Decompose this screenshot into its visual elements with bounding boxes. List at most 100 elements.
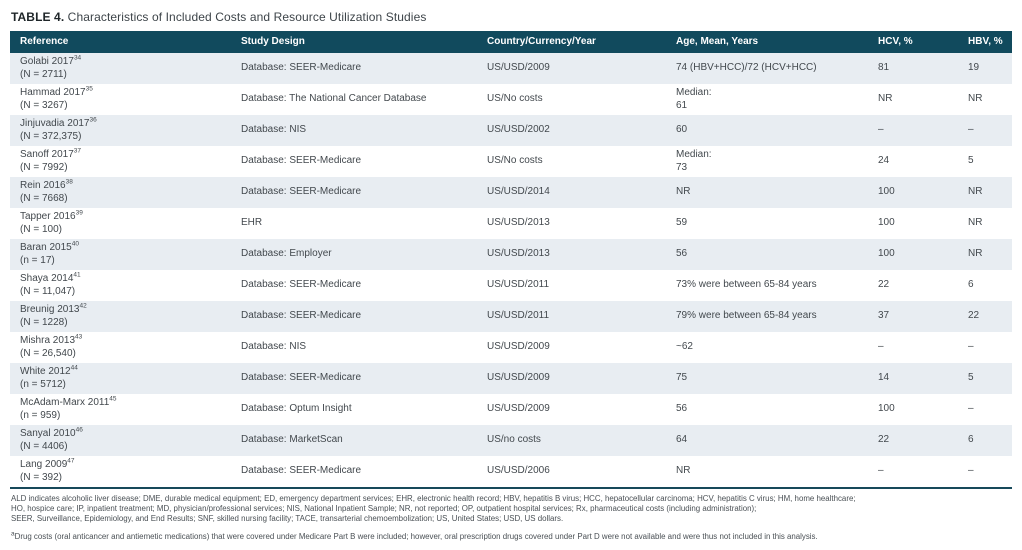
- reference-name: Rein 2016: [20, 180, 66, 191]
- reference-name-line: Breunig 201342: [20, 303, 225, 317]
- hcv-cell: 24: [868, 146, 958, 177]
- footnote-a-superscript: a: [11, 530, 15, 538]
- country-currency-year-cell: US/USD/2011: [477, 270, 666, 301]
- reference-name: Baran 2015: [20, 242, 72, 253]
- reference-sample-size: (n = 5712): [20, 378, 66, 390]
- reference-sample-size: (n = 959): [20, 409, 61, 421]
- reference-sample-size: (N = 7668): [20, 192, 68, 204]
- table-row: Mishra 201343 (N = 26,540) Database: NIS…: [10, 332, 1012, 363]
- hbv-cell: NR: [958, 208, 1012, 239]
- hcv-cell: 22: [868, 425, 958, 456]
- hbv-cell: 5: [958, 146, 1012, 177]
- column-header-reference: Reference: [10, 31, 231, 53]
- hbv-cell: 19: [958, 53, 1012, 84]
- reference-sample-size: (N = 100): [20, 223, 62, 235]
- age-cell: Median: 61: [666, 84, 868, 115]
- reference-name: Sanyal 2010: [20, 428, 76, 439]
- reference-cell: Shaya 201441 (N = 11,047): [10, 270, 231, 301]
- reference-citation-superscript: 37: [73, 147, 81, 155]
- table-row: Tapper 201639 (N = 100) EHR US/USD/2013 …: [10, 208, 1012, 239]
- age-cell: 64: [666, 425, 868, 456]
- reference-citation-superscript: 41: [73, 271, 81, 279]
- country-currency-year-cell: US/no costs: [477, 425, 666, 456]
- reference-name-line: McAdam-Marx 201145: [20, 395, 225, 410]
- study-design-cell: Database: Employer: [231, 239, 477, 270]
- column-header-country-currency-year: Country/Currency/Year: [477, 31, 666, 53]
- reference-cell: Golabi 201734 (N = 2711): [10, 53, 231, 84]
- hcv-cell: 22: [868, 270, 958, 301]
- reference-citation-superscript: 45: [109, 395, 117, 403]
- age-cell: 60: [666, 115, 868, 146]
- reference-sample-size: (N = 7992): [20, 161, 68, 173]
- country-currency-year-cell: US/USD/2002: [477, 115, 666, 146]
- age-cell: 56: [666, 239, 868, 270]
- country-currency-year-cell: US/No costs: [477, 146, 666, 177]
- study-design-cell: Database: SEER-Medicare: [231, 146, 477, 177]
- table-row: McAdam-Marx 201145 (n = 959) Database: O…: [10, 394, 1012, 425]
- reference-sample-size: (N = 2711): [20, 68, 67, 80]
- country-currency-year-cell: US/USD/2009: [477, 53, 666, 84]
- reference-sample-size: (N = 392): [20, 471, 62, 483]
- hbv-cell: –: [958, 115, 1012, 146]
- hbv-cell: 22: [958, 301, 1012, 332]
- study-design-cell: Database: The National Cancer Database: [231, 84, 477, 115]
- reference-citation-superscript: 40: [71, 240, 79, 248]
- hbv-cell: 6: [958, 270, 1012, 301]
- age-cell: 75: [666, 363, 868, 394]
- reference-citation-superscript: 35: [85, 85, 93, 93]
- age-cell: 79% were between 65-84 years: [666, 301, 868, 332]
- hbv-cell: 5: [958, 363, 1012, 394]
- reference-name: Tapper 2016: [20, 211, 76, 222]
- country-currency-year-cell: US/USD/2013: [477, 239, 666, 270]
- reference-cell: Tapper 201639 (N = 100): [10, 208, 231, 239]
- studies-table: Reference Study Design Country/Currency/…: [10, 31, 1012, 489]
- reference-sample-size: (N = 11,047): [20, 285, 76, 297]
- hbv-cell: NR: [958, 177, 1012, 208]
- column-header-age: Age, Mean, Years: [666, 31, 868, 53]
- table-row: Jinjuvadia 201736 (N = 372,375) Database…: [10, 115, 1012, 146]
- study-design-cell: Database: SEER-Medicare: [231, 363, 477, 394]
- reference-name: Jinjuvadia 2017: [20, 118, 90, 129]
- reference-name-line: Tapper 201639: [20, 210, 225, 224]
- reference-name-line: Jinjuvadia 201736: [20, 117, 225, 131]
- reference-sample-size: (N = 4406): [20, 440, 68, 452]
- table-row: Sanyal 201046 (N = 4406) Database: Marke…: [10, 425, 1012, 456]
- country-currency-year-cell: US/USD/2009: [477, 332, 666, 363]
- column-header-hcv: HCV, %: [868, 31, 958, 53]
- reference-sample-size: (N = 26,540): [20, 347, 76, 359]
- country-currency-year-cell: US/USD/2011: [477, 301, 666, 332]
- reference-cell: Lang 200947 (N = 392): [10, 456, 231, 488]
- reference-citation-superscript: 46: [75, 426, 83, 434]
- reference-name-line: Sanyal 201046: [20, 426, 225, 441]
- study-design-cell: Database: MarketScan: [231, 425, 477, 456]
- age-cell: NR: [666, 177, 868, 208]
- table-row: Sanoff 201737 (N = 7992) Database: SEER-…: [10, 146, 1012, 177]
- study-design-cell: Database: NIS: [231, 115, 477, 146]
- reference-name: McAdam-Marx 2011: [20, 397, 110, 408]
- abbreviations-line: HO, hospice care; IP, inpatient treatmen…: [11, 503, 757, 513]
- reference-sample-size: (n = 17): [20, 254, 55, 266]
- reference-name: White 2012: [20, 366, 71, 377]
- reference-cell: White 201244 (n = 5712): [10, 363, 231, 394]
- reference-name-line: Baran 201540: [20, 240, 225, 255]
- reference-name-line: Shaya 201441: [20, 271, 225, 286]
- column-header-hbv: HBV, %: [958, 31, 1012, 53]
- reference-citation-superscript: 38: [65, 178, 73, 186]
- reference-cell: Rein 201638 (N = 7668): [10, 177, 231, 208]
- study-design-cell: Database: SEER-Medicare: [231, 456, 477, 488]
- hcv-cell: 100: [868, 177, 958, 208]
- hbv-cell: –: [958, 394, 1012, 425]
- age-cell: NR: [666, 456, 868, 488]
- table-row: Golabi 201734 (N = 2711) Database: SEER-…: [10, 53, 1012, 84]
- study-design-cell: Database: SEER-Medicare: [231, 270, 477, 301]
- country-currency-year-cell: US/USD/2009: [477, 363, 666, 394]
- table-body: Golabi 201734 (N = 2711) Database: SEER-…: [10, 53, 1012, 488]
- column-header-study-design: Study Design: [231, 31, 477, 53]
- reference-sample-size: (N = 372,375): [20, 130, 82, 142]
- hcv-cell: 100: [868, 239, 958, 270]
- reference-name-line: White 201244: [20, 365, 225, 379]
- age-cell: 73% were between 65-84 years: [666, 270, 868, 301]
- reference-name: Lang 2009: [20, 459, 68, 470]
- footnotes: ALD indicates alcoholic liver disease; D…: [11, 494, 1012, 542]
